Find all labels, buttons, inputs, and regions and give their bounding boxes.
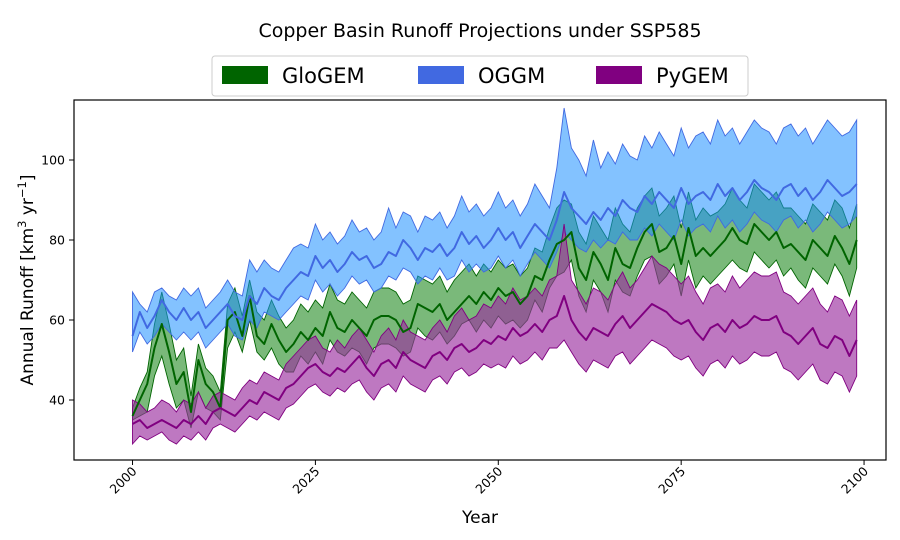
y-axis-label-part3: ] <box>18 174 38 181</box>
x-axis: 2000 2025 2050 2075 2100 <box>107 460 871 497</box>
y-axis-label-part1: Annual Runoff [km <box>18 228 38 386</box>
y-axis-label: Annual Runoff [km3 yr−1] <box>15 174 38 385</box>
x-tick-label: 2100 <box>838 463 871 496</box>
legend-label-glogem: GloGEM <box>282 64 365 88</box>
band-pygem <box>132 223 858 446</box>
legend-swatch-oggm <box>418 66 464 84</box>
y-tick-label: 60 <box>49 313 65 328</box>
chart-title: Copper Basin Runoff Projections under SS… <box>258 20 701 42</box>
legend-label-pygem: PyGEM <box>656 64 729 88</box>
x-axis-label: Year <box>461 508 498 528</box>
legend: GloGEM OGGM PyGEM <box>211 55 749 97</box>
y-axis-label-sup1: 3 <box>15 221 29 228</box>
y-axis-label-part2: yr <box>18 198 38 220</box>
band-oggm <box>132 107 858 353</box>
plot-area <box>131 107 858 446</box>
plot-frame <box>73 99 887 461</box>
line-pygem <box>132 295 858 429</box>
x-tick-label: 2075 <box>655 464 688 497</box>
line-glogem <box>131 223 858 417</box>
y-tick-label: 40 <box>49 393 65 408</box>
x-tick-label: 2025 <box>289 464 322 497</box>
y-axis: 40 60 80 100 <box>41 153 74 408</box>
x-tick-label: 2050 <box>472 463 505 496</box>
y-tick-label: 80 <box>49 233 65 248</box>
legend-swatch-pygem <box>596 66 642 84</box>
x-tick-label: 2000 <box>107 463 140 496</box>
y-tick-label: 100 <box>41 153 65 168</box>
legend-label-oggm: OGGM <box>478 64 545 88</box>
y-axis-label-sup2: −1 <box>15 181 29 198</box>
legend-swatch-glogem <box>222 66 268 84</box>
line-oggm <box>131 179 858 337</box>
